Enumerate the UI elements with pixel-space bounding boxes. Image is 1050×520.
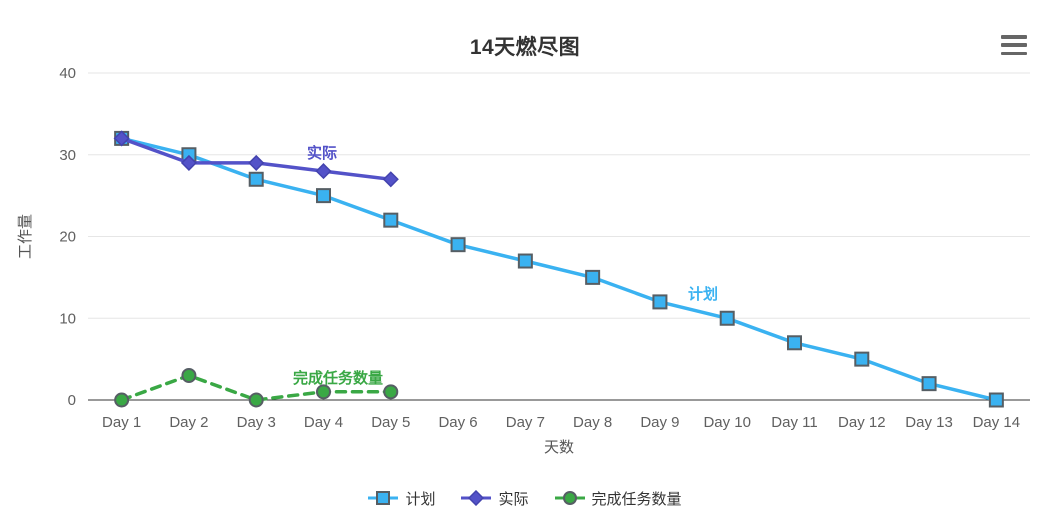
x-axis-tick-label: Day 2 — [169, 414, 208, 431]
done-marker-day-1[interactable] — [114, 392, 130, 408]
actual-marker-day-4[interactable] — [315, 163, 332, 180]
actual-marker-day-1[interactable] — [113, 130, 130, 147]
y-axis-tick-label: 20 — [59, 229, 76, 246]
x-axis-tick-label: Day 5 — [371, 414, 410, 431]
legend-item-done[interactable]: 完成任务数量 — [554, 488, 682, 509]
y-axis-tick-label: 10 — [59, 310, 76, 327]
chart-menu-button[interactable] — [1000, 33, 1028, 57]
x-axis-tick-label: Day 6 — [438, 414, 477, 431]
plan-marker-day-14[interactable] — [988, 392, 1004, 408]
y-axis-tick-label: 30 — [59, 147, 76, 164]
x-axis-tick-label: Day 14 — [973, 414, 1021, 431]
x-axis-tick-label: Day 4 — [304, 414, 343, 431]
plan-marker-day-4[interactable] — [316, 188, 331, 204]
legend-label-actual: 实际 — [498, 490, 529, 508]
chart-legend: 计划 实际 完成任务数量 — [0, 482, 1050, 514]
plan-series-line[interactable] — [119, 136, 999, 402]
plan-marker-day-11[interactable] — [787, 335, 802, 351]
done-marker-day-4[interactable] — [316, 384, 331, 400]
done-marker-day-3[interactable] — [248, 392, 264, 408]
plan-marker-day-7[interactable] — [517, 253, 533, 269]
done-series-label: 完成任务数量 — [293, 369, 383, 387]
x-axis-tick-label: Day 1 — [102, 414, 141, 431]
x-axis-tick-label: Day 12 — [838, 414, 886, 431]
y-axis-title: 工作量 — [17, 214, 34, 259]
chart-title: 14天燃尽图 — [469, 36, 581, 59]
actual-marker-day-3[interactable] — [248, 154, 265, 171]
hamburger-icon — [1001, 43, 1027, 47]
hamburger-icon — [1001, 51, 1027, 55]
x-axis-title: 天数 — [544, 439, 574, 456]
actual-series-label: 实际 — [307, 144, 337, 162]
x-axis-tick-label: Day 10 — [703, 414, 751, 431]
done-legend-marker — [554, 491, 585, 505]
plan-marker-day-12[interactable] — [854, 351, 870, 367]
x-axis-tick-label: Day 7 — [506, 414, 545, 431]
hamburger-icon — [1001, 35, 1027, 39]
plan-marker-day-6[interactable] — [450, 237, 466, 253]
y-axis-tick-label: 0 — [68, 392, 76, 409]
actual-marker-day-2[interactable] — [180, 154, 197, 171]
legend-item-actual[interactable]: 实际 — [461, 488, 529, 509]
plan-marker-day-5[interactable] — [383, 212, 399, 228]
x-axis-tick-label: Day 9 — [640, 414, 679, 431]
legend-item-plan[interactable]: 计划 — [368, 488, 435, 509]
plan-legend-marker — [368, 491, 399, 505]
done-marker-day-5[interactable] — [383, 384, 399, 400]
x-axis-tick-label: Day 11 — [771, 414, 817, 431]
done-marker-day-2[interactable] — [181, 367, 197, 383]
actual-marker-day-5[interactable] — [382, 171, 399, 188]
x-axis-tick-label: Day 13 — [905, 414, 953, 431]
plan-marker-day-9[interactable] — [652, 294, 668, 310]
legend-label-plan: 计划 — [405, 490, 436, 508]
chart-plot-area: 0 10 20 30 40 Day 1 Day 2 Day 3 Day 4 Day 5 Day 6 D… — [17, 65, 1030, 456]
actual-legend-marker — [461, 490, 492, 506]
legend-label-done: 完成任务数量 — [591, 490, 682, 508]
y-axis-tick-label: 40 — [59, 65, 76, 82]
plan-marker-day-10[interactable] — [719, 310, 735, 326]
plan-series-label: 计划 — [688, 285, 718, 303]
x-axis-tick-label: Day 8 — [573, 414, 612, 431]
plan-marker-day-3[interactable] — [248, 171, 264, 187]
plan-marker-day-8[interactable] — [585, 269, 601, 285]
plan-marker-day-13[interactable] — [921, 376, 937, 392]
x-axis-tick-label: Day 3 — [237, 414, 276, 431]
